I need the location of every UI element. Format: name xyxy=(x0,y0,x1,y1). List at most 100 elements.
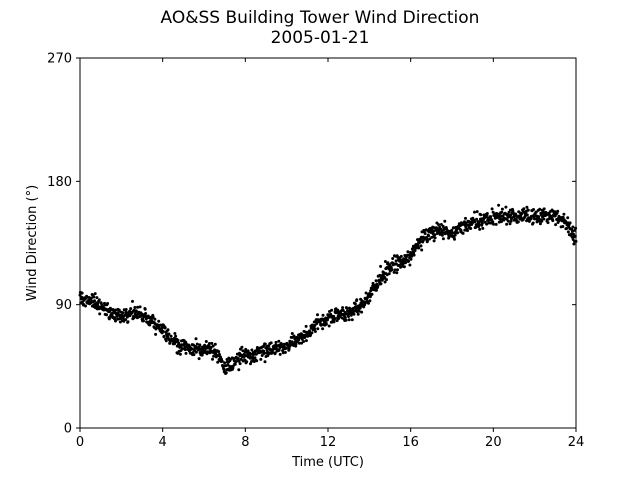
data-point xyxy=(321,313,325,317)
data-point xyxy=(320,323,324,327)
x-axis: 0 4 8 12 16 20 24 xyxy=(76,58,584,450)
data-point xyxy=(375,288,378,292)
data-point xyxy=(245,360,249,364)
data-point xyxy=(327,324,331,328)
data-point xyxy=(379,282,383,286)
data-point xyxy=(393,268,397,272)
data-point xyxy=(478,227,482,231)
data-point xyxy=(469,227,473,230)
data-point xyxy=(297,338,301,342)
data-point xyxy=(477,225,481,229)
data-point xyxy=(183,348,187,352)
data-point xyxy=(278,352,282,356)
data-point xyxy=(392,270,396,274)
data-point xyxy=(167,332,171,336)
data-point xyxy=(395,271,399,275)
data-point xyxy=(217,352,221,356)
x-tick-label: 8 xyxy=(241,435,249,450)
data-point xyxy=(406,250,410,254)
data-point xyxy=(237,359,241,363)
data-point xyxy=(284,346,288,350)
data-point xyxy=(204,340,208,343)
data-point xyxy=(134,309,138,313)
data-point xyxy=(349,313,353,317)
data-point xyxy=(538,207,542,211)
data-point xyxy=(158,323,162,327)
data-point xyxy=(568,221,572,225)
data-point xyxy=(531,221,535,225)
data-point xyxy=(173,332,177,335)
data-point xyxy=(273,351,277,355)
data-point xyxy=(220,359,224,363)
data-point xyxy=(153,317,157,321)
data-point xyxy=(263,360,267,364)
data-point xyxy=(508,222,512,226)
data-point xyxy=(527,219,531,223)
data-point xyxy=(197,348,201,352)
data-point xyxy=(274,340,278,344)
data-point xyxy=(181,347,184,351)
data-point xyxy=(442,228,446,231)
data-point xyxy=(551,219,555,223)
data-point xyxy=(217,350,221,354)
data-point xyxy=(516,220,520,224)
data-point xyxy=(335,311,339,315)
data-point xyxy=(540,219,544,223)
data-point xyxy=(437,223,441,227)
data-point xyxy=(489,215,493,219)
data-point xyxy=(504,205,508,209)
data-point xyxy=(383,260,387,263)
data-point xyxy=(565,227,569,230)
data-point xyxy=(263,342,267,346)
data-point xyxy=(494,222,498,226)
data-point xyxy=(262,352,266,355)
data-point xyxy=(480,221,484,225)
data-points xyxy=(78,203,578,375)
data-point xyxy=(520,212,524,216)
data-point xyxy=(443,219,447,223)
data-point xyxy=(195,342,199,346)
data-point xyxy=(497,203,501,207)
data-point xyxy=(210,341,214,345)
data-point xyxy=(304,330,308,334)
data-point xyxy=(194,350,198,354)
data-point xyxy=(144,312,148,315)
data-point xyxy=(316,327,320,331)
data-point xyxy=(162,334,166,338)
data-point xyxy=(350,318,354,322)
data-point xyxy=(126,320,130,324)
data-point xyxy=(262,349,266,353)
data-point xyxy=(176,338,180,342)
data-point xyxy=(506,219,510,223)
data-point xyxy=(117,308,121,312)
data-point xyxy=(222,368,226,371)
data-point xyxy=(223,361,227,365)
data-point xyxy=(453,237,456,241)
y-tick-label: 0 xyxy=(64,422,72,437)
data-point xyxy=(326,313,330,317)
y-tick-label: 180 xyxy=(47,175,72,190)
data-point xyxy=(241,349,245,353)
data-point xyxy=(491,220,495,224)
data-point xyxy=(93,292,97,296)
data-point xyxy=(450,228,454,232)
data-point xyxy=(246,349,250,353)
data-point xyxy=(475,210,479,214)
data-point xyxy=(313,323,317,327)
data-point xyxy=(427,234,431,238)
data-point xyxy=(259,357,263,361)
data-point xyxy=(114,319,117,323)
data-point xyxy=(421,239,425,243)
data-point xyxy=(197,357,201,361)
data-point xyxy=(481,226,485,230)
data-point xyxy=(546,221,550,225)
data-point xyxy=(163,326,167,330)
data-point xyxy=(133,306,137,309)
data-point xyxy=(271,351,275,354)
data-point xyxy=(413,249,417,252)
data-point xyxy=(205,350,209,354)
data-point xyxy=(509,219,513,223)
data-point xyxy=(374,279,378,283)
data-point xyxy=(357,309,361,313)
data-point xyxy=(95,296,99,300)
